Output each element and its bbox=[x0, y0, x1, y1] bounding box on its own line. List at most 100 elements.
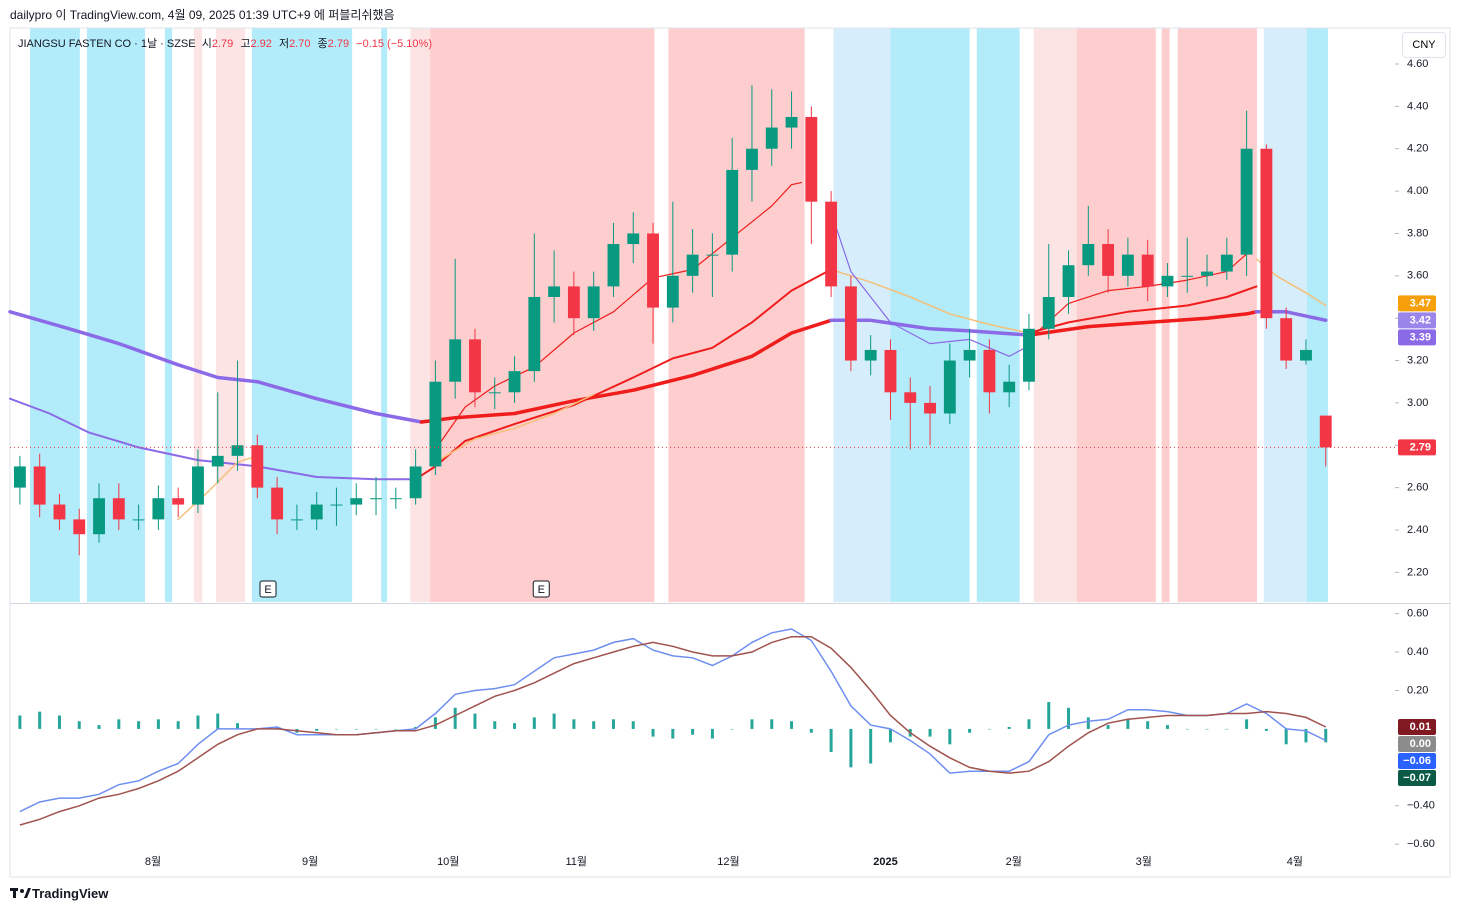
candle-body bbox=[1121, 254, 1134, 276]
signal-band bbox=[251, 28, 353, 602]
candle-body bbox=[1003, 381, 1016, 393]
y-tick-label: 4.00 bbox=[1407, 185, 1428, 197]
x-tick-label: 9월 bbox=[302, 855, 318, 868]
histogram-bar bbox=[176, 721, 180, 729]
candle-body bbox=[1201, 271, 1213, 276]
signal-band bbox=[164, 28, 173, 602]
ohlc-label: 저 bbox=[278, 38, 290, 50]
histogram-bar bbox=[592, 721, 596, 729]
histogram-bar bbox=[651, 728, 655, 737]
histogram-bar bbox=[532, 717, 536, 729]
candle-body bbox=[93, 498, 105, 535]
candle-body bbox=[1062, 265, 1075, 297]
candle-body bbox=[1023, 328, 1035, 382]
candle-body bbox=[1102, 244, 1115, 276]
candle-body bbox=[350, 498, 363, 505]
histogram-bar bbox=[631, 721, 635, 729]
histogram-bar bbox=[97, 725, 101, 729]
candle-body bbox=[765, 127, 778, 149]
histogram-bar bbox=[374, 728, 378, 730]
event-marker bbox=[532, 580, 550, 598]
histogram-bar bbox=[473, 713, 477, 729]
candle-body bbox=[449, 339, 462, 382]
price-label: 0.01 bbox=[1410, 721, 1431, 733]
histogram-bar bbox=[572, 719, 576, 729]
histogram-bar bbox=[513, 723, 517, 729]
candle-body bbox=[1319, 415, 1332, 448]
legend: JIANGSU FASTEN CO · 1날 · SZSE 시2.79 고2.9… bbox=[18, 35, 436, 51]
candle-body bbox=[686, 254, 699, 276]
currency-button[interactable]: CNY bbox=[1402, 32, 1446, 58]
candle-body bbox=[508, 371, 521, 393]
candle-body bbox=[290, 519, 303, 521]
histogram-bar bbox=[38, 711, 42, 729]
histogram-bar bbox=[394, 728, 398, 730]
histogram-bar bbox=[1185, 728, 1189, 730]
histogram-bar bbox=[1284, 728, 1288, 745]
moving-average bbox=[434, 182, 802, 451]
histogram-bar bbox=[1126, 719, 1130, 729]
x-tick-label: 2025 bbox=[873, 856, 897, 868]
histogram-bar bbox=[1027, 719, 1031, 729]
signal-band bbox=[215, 28, 246, 602]
histogram-bar bbox=[552, 713, 556, 729]
moving-average bbox=[177, 455, 259, 521]
signal-band bbox=[410, 28, 431, 602]
histogram-bar bbox=[117, 719, 121, 729]
candle-body bbox=[943, 360, 956, 414]
x-tick-label: 3월 bbox=[1136, 855, 1152, 868]
price-label-box bbox=[1398, 295, 1436, 312]
candle-body bbox=[983, 349, 996, 393]
histogram-bar bbox=[790, 721, 794, 729]
histogram-bar bbox=[1106, 725, 1110, 729]
histogram-bar bbox=[1165, 725, 1169, 729]
signal-band bbox=[1076, 28, 1156, 602]
histogram-bar bbox=[1324, 728, 1328, 743]
candle-body bbox=[1300, 349, 1312, 361]
price-label: 0.00 bbox=[1410, 738, 1431, 750]
candle-body bbox=[33, 466, 46, 505]
moving-average bbox=[830, 268, 1030, 334]
signal-band bbox=[194, 28, 203, 602]
signal-band bbox=[833, 28, 891, 602]
event-marker bbox=[259, 580, 277, 598]
candle-body bbox=[1181, 275, 1194, 277]
y-tick-label: 3.60 bbox=[1407, 270, 1428, 282]
candle-body bbox=[963, 349, 976, 361]
candle-body bbox=[1082, 244, 1095, 266]
candle-body bbox=[1260, 148, 1273, 319]
histogram-bar bbox=[1086, 717, 1090, 729]
candle-body bbox=[726, 169, 739, 255]
histogram-bar bbox=[1047, 702, 1051, 729]
moving-average bbox=[830, 211, 1030, 357]
histogram-bar bbox=[453, 707, 457, 729]
histogram-bar bbox=[315, 728, 319, 731]
ohlc-value: 2.70 bbox=[289, 38, 311, 50]
moving-average bbox=[419, 318, 833, 424]
candle-body bbox=[211, 455, 224, 467]
candle-body bbox=[1240, 148, 1253, 255]
histogram-bar bbox=[156, 719, 160, 729]
price-label: −0.07 bbox=[1403, 772, 1431, 784]
candle-body bbox=[567, 286, 580, 319]
candle-body bbox=[231, 445, 244, 456]
price-label-box bbox=[1398, 770, 1436, 786]
ohlc-value: 2.79 bbox=[211, 38, 234, 50]
histogram-bar bbox=[334, 728, 338, 730]
signal-band bbox=[381, 28, 388, 602]
y-tick-label: 4.40 bbox=[1407, 100, 1428, 112]
candle-body bbox=[488, 392, 501, 394]
candle-body bbox=[310, 504, 323, 520]
candle-body bbox=[271, 487, 284, 520]
frame bbox=[9, 27, 1451, 878]
histogram-bar bbox=[1067, 707, 1071, 729]
candle-body bbox=[1141, 254, 1154, 287]
y-tick-label: 3.00 bbox=[1407, 397, 1428, 409]
candle-body bbox=[864, 349, 877, 361]
signal-band bbox=[1306, 28, 1328, 602]
symbol: JIANGSU FASTEN CO · 1날 · SZSE bbox=[18, 38, 196, 50]
brand: TradingView bbox=[32, 886, 109, 901]
moving-average bbox=[1028, 285, 1258, 334]
histogram-bar bbox=[18, 715, 22, 729]
